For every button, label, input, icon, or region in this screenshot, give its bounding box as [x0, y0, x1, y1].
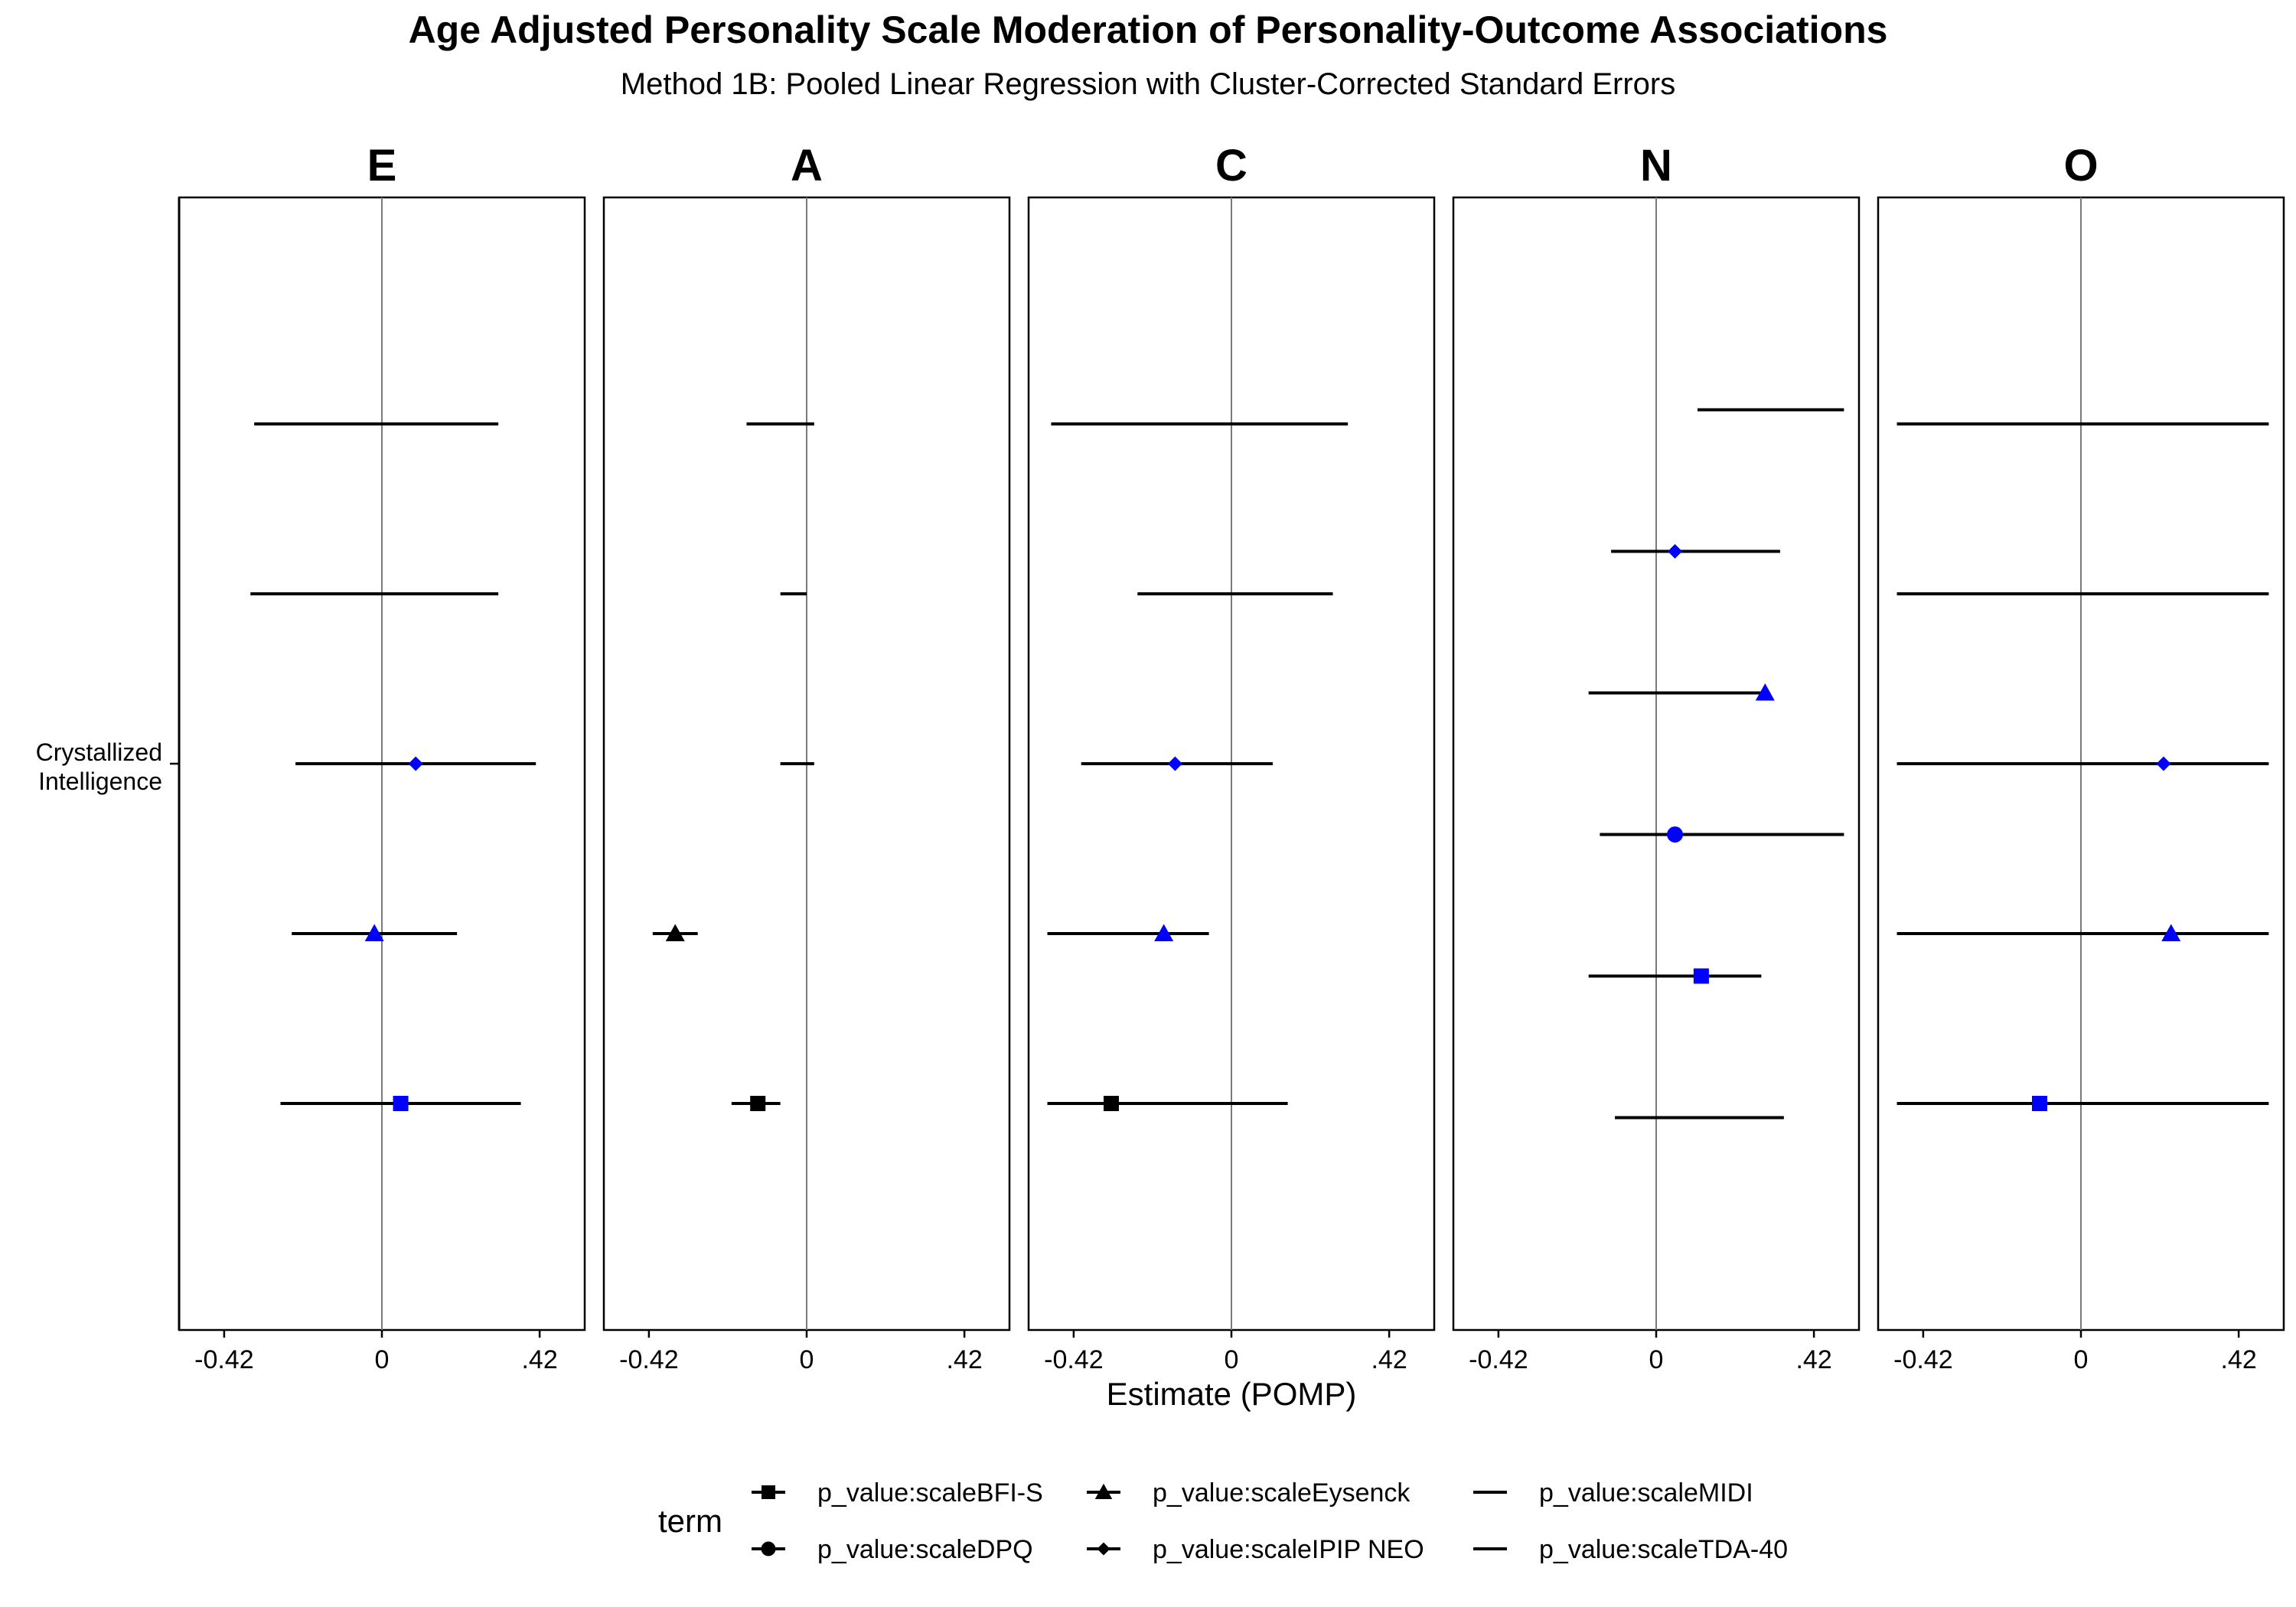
x-axis-title: Estimate (POMP): [1107, 1376, 1357, 1412]
point-estimate: [1103, 1096, 1119, 1111]
legend-entry: p_value:scaleIPIP NEO: [1087, 1535, 1424, 1564]
point-estimate: [2032, 1096, 2048, 1111]
panel-title-C: C: [1215, 141, 1247, 191]
legend-key-marker: [1094, 1483, 1113, 1499]
legend-label: p_value:scaleTDA-40: [1539, 1535, 1788, 1564]
legend-key-marker: [761, 1541, 776, 1556]
legend-entry: p_value:scaleTDA-40: [1473, 1535, 1788, 1564]
panel-E: E -0.42 0 .42: [178, 141, 586, 1374]
x-tick-label: .42: [1795, 1345, 1831, 1374]
y-axis: Crystallized Intelligence: [36, 197, 181, 1330]
legend-label: p_value:scaleMIDI: [1539, 1478, 1753, 1508]
point-estimate: [1755, 683, 1775, 701]
legend-entry: p_value:scaleBFI-S: [752, 1478, 1043, 1508]
legend-title: term: [658, 1503, 722, 1539]
facet-panels: E -0.42 0 .42 A -0.42 0 .42 C -0.42 0 .42 N -0.42 0 .42…: [178, 141, 2285, 1374]
x-tick-label: -0.42: [1469, 1345, 1528, 1374]
panel-A: A -0.42 0 .42: [602, 141, 1011, 1374]
legend-key-marker: [1097, 1542, 1110, 1556]
point-estimate: [1167, 756, 1182, 771]
panel-title-A: A: [791, 141, 823, 191]
panel-C: C -0.42 0 .42: [1027, 141, 1436, 1374]
legend-entry: p_value:scaleDPQ: [752, 1535, 1033, 1564]
point-estimate: [1693, 968, 1709, 984]
x-tick-label: .42: [1371, 1345, 1407, 1374]
legend-entry: p_value:scaleMIDI: [1473, 1478, 1753, 1508]
point-estimate: [1668, 544, 1683, 559]
y-category-label-line-1: Crystallized: [36, 738, 162, 766]
point-estimate: [408, 756, 423, 771]
y-category-label-line-2: Intelligence: [38, 768, 162, 795]
x-tick-label: 0: [800, 1345, 814, 1374]
point-estimate: [665, 924, 685, 941]
legend: term p_value:scaleBFI-S p_value:scaleDPQ p…: [658, 1478, 1788, 1564]
point-estimate: [393, 1096, 409, 1111]
panel-title-E: E: [367, 141, 397, 191]
legend-label: p_value:scaleBFI-S: [817, 1478, 1043, 1508]
legend-entry: p_value:scaleEysenck: [1087, 1478, 1411, 1508]
point-estimate: [1667, 826, 1684, 843]
x-tick-label: 0: [2074, 1345, 2089, 1374]
legend-label: p_value:scaleIPIP NEO: [1153, 1535, 1424, 1564]
panel-N: N -0.42 0 .42: [1452, 141, 1861, 1374]
panel-title-O: O: [2063, 141, 2098, 191]
point-estimate: [2161, 924, 2181, 941]
panel-O: O -0.42 0 .42: [1877, 141, 2285, 1374]
x-tick-label: .42: [521, 1345, 557, 1374]
x-tick-label: 0: [1225, 1345, 1239, 1374]
point-estimate: [1154, 924, 1174, 941]
point-estimate: [364, 924, 384, 941]
x-tick-label: .42: [946, 1345, 982, 1374]
legend-key-marker: [762, 1485, 775, 1499]
x-tick-label: 0: [1649, 1345, 1664, 1374]
panel-title-N: N: [1640, 141, 1672, 191]
chart-subtitle: Method 1B: Pooled Linear Regression with…: [620, 67, 1676, 101]
point-estimate: [2156, 756, 2171, 771]
x-tick-label: -0.42: [1893, 1345, 1953, 1374]
x-tick-label: -0.42: [194, 1345, 254, 1374]
x-tick-label: -0.42: [619, 1345, 679, 1374]
legend-label: p_value:scaleEysenck: [1153, 1478, 1411, 1508]
point-estimate: [750, 1096, 766, 1111]
chart-title: Age Adjusted Personality Scale Moderatio…: [408, 8, 1888, 51]
legend-label: p_value:scaleDPQ: [817, 1535, 1033, 1564]
x-tick-label: 0: [375, 1345, 390, 1374]
x-tick-label: -0.42: [1044, 1345, 1104, 1374]
x-tick-label: .42: [2220, 1345, 2256, 1374]
